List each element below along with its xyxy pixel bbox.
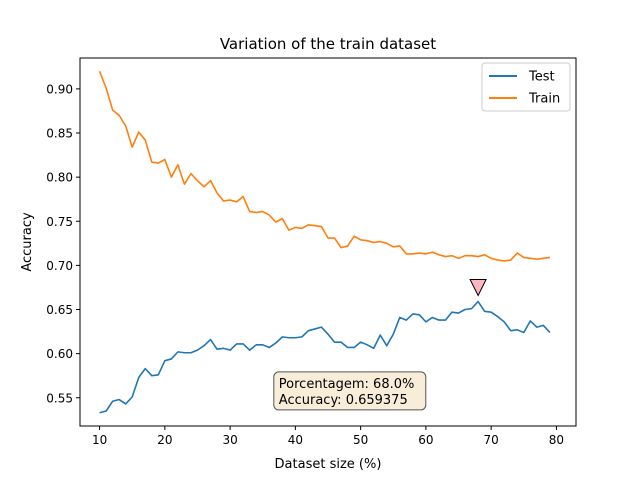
annotation-line-1: Porcentagem: 68.0% [279, 377, 415, 392]
legend: Test Train [481, 62, 571, 112]
x-tick-label: 10 [92, 433, 107, 447]
series-layer [98, 70, 551, 414]
y-tick-label: 0.80 [46, 171, 73, 185]
x-tick-label: 80 [549, 433, 564, 447]
annotation-line-2: Accuracy: 0.659375 [279, 393, 408, 408]
y-tick-label: 0.85 [46, 127, 73, 141]
plot-area: Porcentagem: 68.0%Accuracy: 0.659375 [79, 57, 577, 427]
y-axis-label: Accuracy [20, 212, 35, 272]
series-line-train [98, 70, 550, 262]
series-line-test [99, 300, 551, 414]
chart-title: Variation of the train dataset [220, 35, 436, 53]
x-axis-ticks: 10 20 30 40 50 60 70 80 [92, 426, 564, 447]
y-tick-label: 0.55 [46, 391, 73, 405]
axes-frame [79, 57, 577, 427]
y-tick-label: 0.65 [46, 303, 73, 317]
x-tick-label: 20 [157, 433, 172, 447]
peak-marker [469, 278, 487, 297]
y-tick-label: 0.70 [46, 259, 73, 273]
x-tick-label: 60 [418, 433, 433, 447]
annotation-layer: Porcentagem: 68.0%Accuracy: 0.659375 [273, 371, 427, 411]
y-tick-label: 0.60 [46, 347, 73, 361]
x-tick-label: 30 [222, 433, 237, 447]
legend-label-train: Train [528, 92, 560, 107]
y-tick-label: 0.75 [46, 215, 73, 229]
legend-label-test: Test [528, 70, 555, 85]
x-tick-label: 50 [353, 433, 368, 447]
x-tick-label: 40 [288, 433, 303, 447]
x-tick-label: 70 [484, 433, 499, 447]
y-tick-label: 0.90 [46, 82, 73, 96]
annotation-box [273, 371, 427, 411]
y-axis-ticks: 0.55 0.60 0.65 0.70 0.75 0.80 0.85 0.90 [46, 82, 80, 405]
marker-layer [469, 278, 487, 297]
x-axis-label: Dataset size (%) [275, 457, 382, 472]
